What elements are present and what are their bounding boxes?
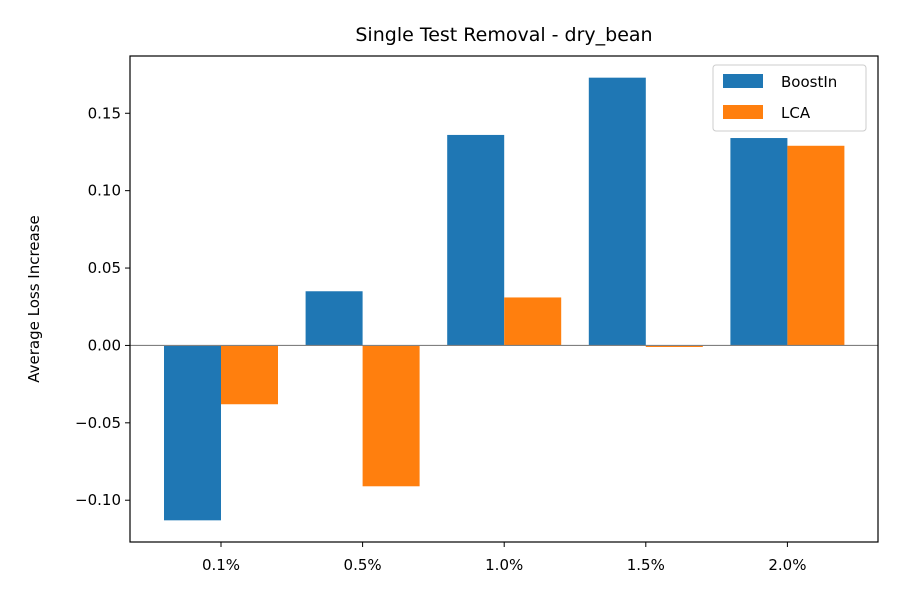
y-tick-label: 0.10 [88, 182, 121, 200]
y-ticks-group: −0.10 −0.05 0.00 0.05 0.10 0.15 [75, 104, 130, 509]
bar-lca-3 [645, 345, 703, 347]
bar-lca-1 [362, 345, 420, 487]
bar-boostin-0 [164, 345, 221, 521]
x-tick-label: 1.0% [485, 556, 523, 574]
bar-boostin-3 [588, 77, 646, 346]
y-axis-label: Average Loss Increase [25, 215, 43, 383]
bar-lca-2 [504, 297, 562, 346]
bar-lca-0 [221, 345, 278, 405]
y-tick-label: 0.00 [88, 336, 121, 354]
bar-boostin-4 [730, 138, 788, 346]
legend-label-boostin: BoostIn [781, 73, 837, 91]
y-tick-label: −0.10 [75, 491, 121, 509]
x-tick-label: 2.0% [768, 556, 806, 574]
x-tick-label: 0.1% [202, 556, 240, 574]
legend-swatch-lca [723, 105, 763, 119]
bar-boostin-2 [447, 134, 505, 346]
chart-title: Single Test Removal - dry_bean [355, 24, 652, 46]
bar-boostin-1 [305, 291, 363, 346]
bar-lca-4 [787, 145, 845, 346]
x-tick-label: 1.5% [627, 556, 665, 574]
legend-label-lca: LCA [781, 104, 811, 122]
y-tick-label: 0.15 [88, 104, 121, 122]
x-tick-label: 0.5% [344, 556, 382, 574]
legend: BoostIn LCA [712, 64, 867, 132]
bars-group [164, 77, 845, 521]
y-tick-label: 0.05 [88, 259, 121, 277]
y-tick-label: −0.05 [75, 414, 121, 432]
legend-swatch-boostin [723, 74, 763, 88]
x-ticks-group: 0.1% 0.5% 1.0% 1.5% 2.0% [202, 542, 806, 574]
